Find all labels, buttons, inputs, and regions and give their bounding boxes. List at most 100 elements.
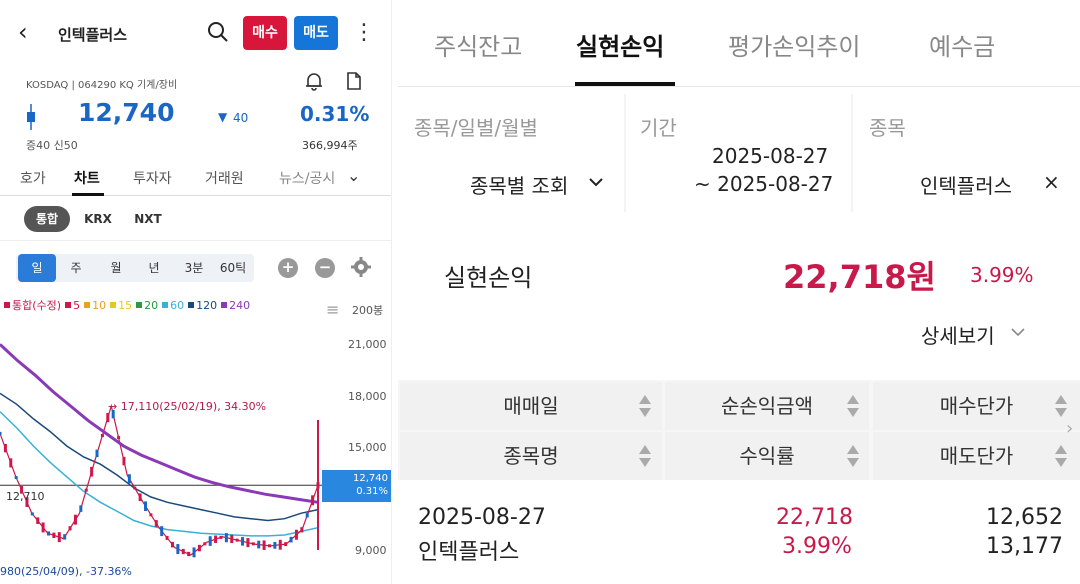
legend-label: 60 <box>170 299 185 312</box>
candle <box>127 474 131 484</box>
candle <box>230 534 234 544</box>
price-chart[interactable] <box>0 290 392 584</box>
filter-type[interactable]: 종목/일별/월별 종목별 조회 <box>398 94 624 212</box>
legend-swatch <box>188 302 195 308</box>
market-chip-krx[interactable]: KRX <box>84 212 112 226</box>
filter-stock[interactable]: 종목 인텍플러스 × <box>853 94 1080 212</box>
sort-icon[interactable] <box>846 392 860 420</box>
tab-broker[interactable]: 거래원 <box>205 171 244 187</box>
period-monthly[interactable]: 월 <box>110 261 122 275</box>
candle <box>160 526 164 537</box>
tab-news[interactable]: 뉴스/공시 <box>279 171 336 187</box>
column-header-net-profit[interactable]: 순손익금액 <box>665 382 869 430</box>
column-header-trade-date[interactable]: 매매일 <box>400 382 662 430</box>
legend-label: 5 <box>73 299 81 312</box>
filter-period-label: 기간 <box>640 116 677 140</box>
bar-count-label: 200봉 <box>352 304 384 317</box>
tab-active-underline <box>575 82 675 86</box>
margin-info: 증40 신50 <box>26 139 78 152</box>
market-info: KOSDAQ | 064290 KQ 기계/장비 <box>26 80 178 91</box>
current-price-tag-pct: 0.31% <box>356 486 388 497</box>
candle <box>273 542 277 549</box>
clear-icon[interactable]: × <box>1043 170 1060 194</box>
chevron-down-icon[interactable]: ⌄ <box>347 166 361 185</box>
column-header-sell-price[interactable]: 매도단가 <box>873 432 1080 480</box>
candle <box>14 476 18 480</box>
candle <box>219 535 223 539</box>
period-yearly[interactable]: 년 <box>148 261 160 275</box>
current-price-tag: 12,740 0.31% <box>322 470 391 502</box>
period-weekly[interactable]: 주 <box>70 261 82 275</box>
period-3min[interactable]: 3분 <box>184 261 204 275</box>
summary-percent: 3.99% <box>970 263 1034 287</box>
sort-icon[interactable] <box>1054 392 1068 420</box>
sell-button[interactable]: 매도 <box>294 16 338 50</box>
tab-valuation-trend[interactable]: 평가손익추이 <box>728 33 861 61</box>
candle <box>203 542 207 546</box>
y-tick-label: 21,000 <box>348 338 387 351</box>
sort-icon[interactable] <box>1054 442 1068 470</box>
candle <box>241 537 245 546</box>
chart-menu-icon[interactable]: ≡ <box>326 300 340 319</box>
gear-icon[interactable] <box>350 256 372 278</box>
period-60tick[interactable]: 60틱 <box>219 261 247 275</box>
candle <box>154 520 158 527</box>
column-header-buy-price[interactable]: 매수단가 <box>873 382 1080 430</box>
tab-active-underline <box>72 193 104 196</box>
candle <box>106 413 110 423</box>
candle <box>79 505 83 512</box>
column-header-return[interactable]: 수익률 <box>665 432 869 480</box>
y-tick-label: 9,000 <box>355 544 387 557</box>
more-menu-icon[interactable]: ⋮ <box>353 20 375 45</box>
candle <box>47 531 51 536</box>
current-price-tag-price: 12,740 <box>353 473 388 484</box>
candle <box>30 512 34 516</box>
candle <box>278 539 282 550</box>
filter-period[interactable]: 기간 2025-08-27 ~ 2025-08-27 <box>626 94 851 212</box>
tab-deposit[interactable]: 예수금 <box>929 33 996 61</box>
candle <box>300 527 304 533</box>
legend-swatch <box>136 302 143 308</box>
tab-realized-pnl[interactable]: 실현손익 <box>576 33 665 61</box>
candle <box>267 544 271 548</box>
stock-name: 인텍플러스 <box>58 26 128 44</box>
tab-investor[interactable]: 투자자 <box>133 171 172 187</box>
legend-label: 240 <box>229 299 251 312</box>
tab-chart[interactable]: 차트 <box>74 171 100 187</box>
candle-indicator-icon <box>27 104 35 130</box>
bell-icon[interactable] <box>303 70 325 92</box>
legend-label: 10 <box>92 299 107 312</box>
candle <box>181 548 185 555</box>
zoom-out-icon[interactable]: − <box>315 258 335 278</box>
price-change: 40 <box>233 111 249 125</box>
market-chip-nxt[interactable]: NXT <box>134 212 162 226</box>
back-icon[interactable]: ‹ <box>18 18 28 46</box>
period-daily[interactable]: 일 <box>18 254 56 282</box>
candle <box>197 544 201 552</box>
tab-stock-balance[interactable]: 주식잔고 <box>434 33 523 61</box>
candle <box>251 542 255 546</box>
tab-orderbook[interactable]: 호가 <box>20 171 46 187</box>
chevron-down-icon[interactable] <box>1010 326 1026 338</box>
zoom-in-icon[interactable]: + <box>278 258 298 278</box>
legend-swatch <box>221 302 228 308</box>
market-chip-integrated[interactable]: 통합 <box>24 206 70 232</box>
search-icon[interactable] <box>206 20 230 44</box>
sort-icon[interactable] <box>846 442 860 470</box>
divider <box>398 86 1080 87</box>
legend-swatch <box>4 302 10 308</box>
sort-icon[interactable] <box>638 392 652 420</box>
candle <box>149 513 153 517</box>
candle <box>192 547 196 558</box>
candle <box>73 514 77 525</box>
chevron-right-icon[interactable]: › <box>1066 418 1074 439</box>
detail-link[interactable]: 상세보기 <box>921 324 995 348</box>
table-header: 매매일 순손익금액 매수단가 종목명 수익률 매도단가 <box>398 380 1080 480</box>
sort-icon[interactable] <box>638 442 652 470</box>
chevron-down-icon <box>589 178 603 187</box>
buy-button[interactable]: 매수 <box>243 16 287 50</box>
candle <box>257 540 261 549</box>
document-icon[interactable] <box>343 70 365 92</box>
column-header-stock-name[interactable]: 종목명 <box>400 432 662 480</box>
candle <box>122 456 126 466</box>
